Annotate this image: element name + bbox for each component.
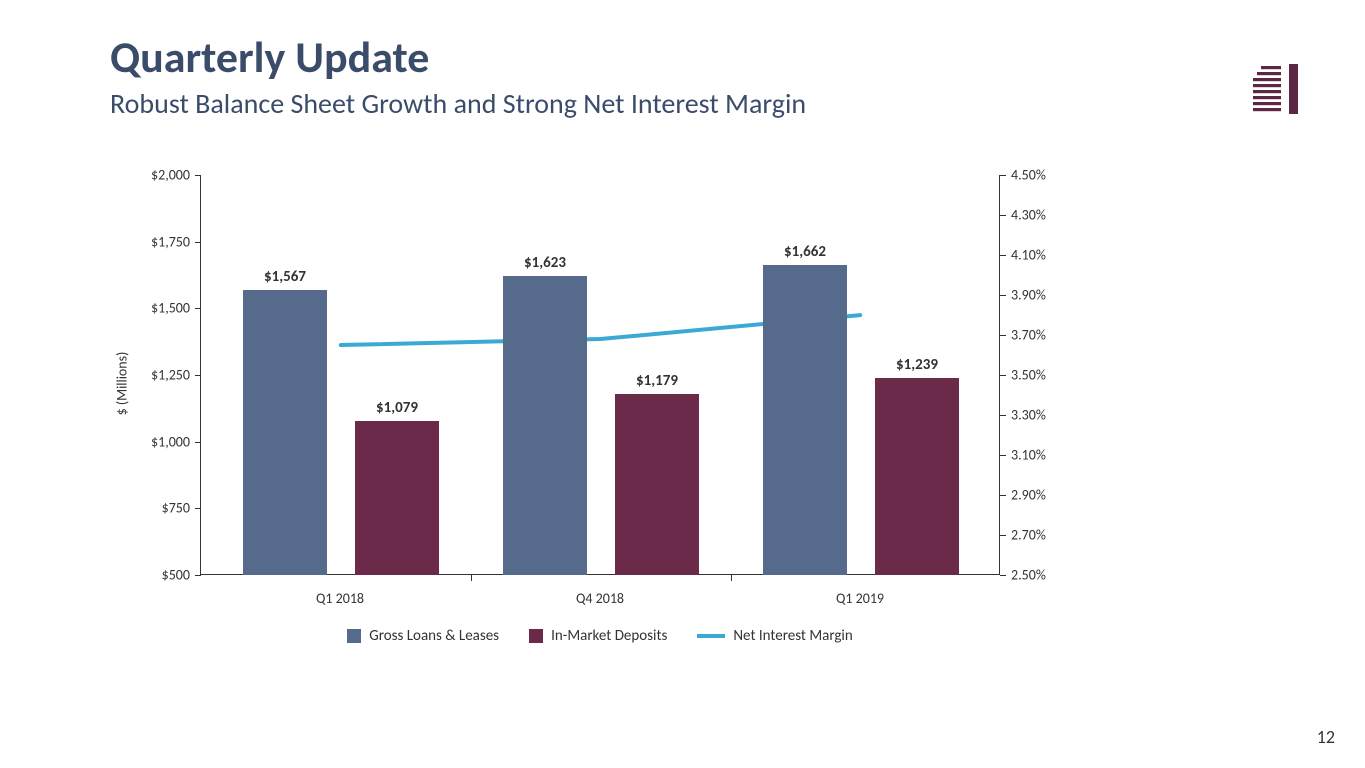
x-category-label: Q4 2018	[576, 590, 624, 607]
y-right-tick	[1000, 495, 1006, 496]
y-right-tick-label: 3.70%	[1011, 327, 1046, 344]
y-right-tick	[1000, 415, 1006, 416]
page-number: 12	[1317, 726, 1335, 748]
y-left-tick-label: $2,000	[151, 167, 190, 184]
bar-label: $1,623	[524, 254, 566, 272]
y-right-tick	[1000, 255, 1006, 256]
bar-label: $1,079	[376, 399, 418, 417]
y-left-tick	[195, 508, 201, 509]
y-right-tick-label: 4.50%	[1011, 167, 1046, 184]
y-right-tick-label: 4.30%	[1011, 207, 1046, 224]
bar-gross-loans	[243, 290, 327, 575]
x-category-label: Q1 2018	[316, 590, 364, 607]
x-category-label: Q1 2019	[836, 590, 884, 607]
y-right-tick	[1000, 375, 1006, 376]
chart-legend: Gross Loans & Leases In-Market Deposits Ne…	[200, 627, 1000, 645]
y-right-tick	[1000, 455, 1006, 456]
bar-gross-loans	[763, 265, 847, 575]
y-left-tick-label: $1,750	[151, 233, 190, 250]
bar-deposits	[355, 421, 439, 575]
y-right-tick	[1000, 175, 1006, 176]
y-left-tick	[195, 308, 201, 309]
y-right-tick	[1000, 215, 1006, 216]
legend-item: Gross Loans & Leases	[347, 627, 499, 645]
bar-deposits	[615, 394, 699, 575]
y-right-tick-label: 3.90%	[1011, 287, 1046, 304]
y-left-tick	[195, 175, 201, 176]
y-right-tick-label: 2.50%	[1011, 567, 1046, 584]
bar-label: $1,662	[784, 243, 826, 261]
legend-label: Gross Loans & Leases	[369, 627, 499, 645]
y-left-tick	[195, 575, 201, 576]
y-left-tick-label: $1,000	[151, 433, 190, 450]
y-right-tick-label: 4.10%	[1011, 247, 1046, 264]
y-right-tick	[1000, 295, 1006, 296]
legend-line-icon	[697, 634, 725, 638]
slide: Quarterly Update Robust Balance Sheet Gr…	[0, 0, 1365, 768]
legend-label: In-Market Deposits	[551, 627, 667, 645]
y-right-tick-label: 3.30%	[1011, 407, 1046, 424]
bar-label: $1,567	[264, 268, 306, 286]
y-left-tick	[195, 442, 201, 443]
page-title: Quarterly Update	[110, 30, 1275, 84]
y-left-tick	[195, 375, 201, 376]
y-axis-left-label: $ (Millions)	[113, 352, 130, 416]
y-left-tick-label: $1,500	[151, 300, 190, 317]
legend-swatch-icon	[347, 629, 361, 643]
balance-sheet-chart: $ (Millions) $500$750$1,000$1,250$1,500$…	[125, 175, 1035, 645]
legend-item: Net Interest Margin	[697, 627, 852, 645]
bar-deposits	[875, 378, 959, 575]
plot-area: $500$750$1,000$1,250$1,500$1,750$2,0002.…	[200, 175, 1000, 575]
y-left-tick-label: $500	[162, 567, 190, 584]
y-right-tick-label: 2.90%	[1011, 487, 1046, 504]
y-right-tick-label: 3.10%	[1011, 447, 1046, 464]
y-right-tick	[1000, 535, 1006, 536]
y-left-tick-label: $750	[162, 500, 190, 517]
y-right-tick	[1000, 335, 1006, 336]
y-right-tick-label: 3.50%	[1011, 367, 1046, 384]
bar-label: $1,239	[896, 356, 938, 374]
y-left-tick	[195, 242, 201, 243]
y-right-tick-label: 2.70%	[1011, 527, 1046, 544]
legend-item: In-Market Deposits	[529, 627, 667, 645]
x-tick	[471, 575, 472, 581]
page-subtitle: Robust Balance Sheet Growth and Strong N…	[110, 86, 1275, 121]
company-logo-icon	[1253, 60, 1305, 121]
bar-gross-loans	[503, 276, 587, 575]
y-left-tick-label: $1,250	[151, 367, 190, 384]
legend-swatch-icon	[529, 629, 543, 643]
y-right-tick	[1000, 575, 1006, 576]
x-tick	[731, 575, 732, 581]
legend-label: Net Interest Margin	[733, 627, 852, 645]
bar-label: $1,179	[636, 372, 678, 390]
